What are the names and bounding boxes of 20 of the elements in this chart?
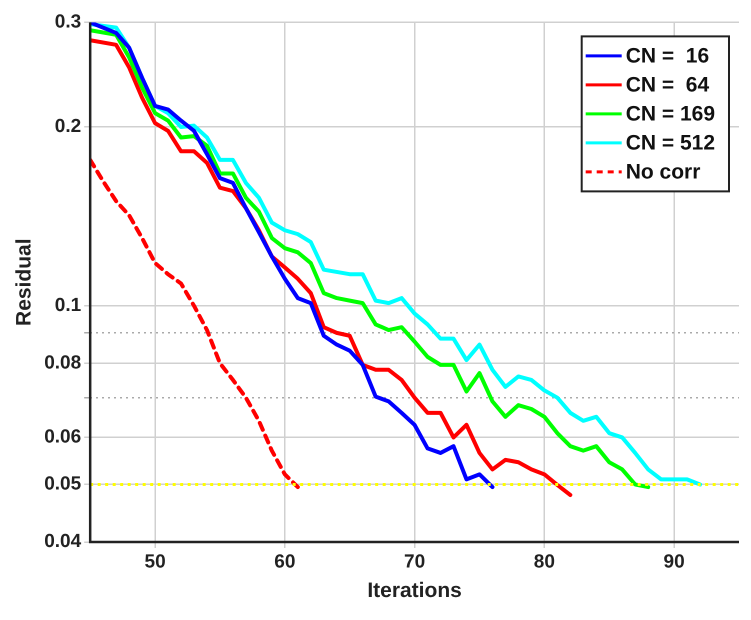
- y-tick-label: 0.1: [54, 294, 82, 316]
- line-series: [90, 158, 300, 490]
- y-tick-label: 0.08: [44, 352, 82, 374]
- y-tick-label: 0.3: [54, 12, 82, 33]
- legend-label: CN = 169: [626, 102, 716, 126]
- legend-label: CN = 16: [626, 44, 710, 68]
- x-tick-label: 70: [404, 552, 426, 573]
- x-tick-label: 60: [274, 552, 296, 573]
- x-tick-label: 50: [144, 552, 166, 573]
- y-axis-title: Residual: [12, 238, 36, 326]
- y-tick-label: 0.04: [44, 531, 82, 552]
- legend-label: CN = 64: [626, 74, 710, 97]
- x-tick-label: 80: [534, 552, 555, 573]
- legend-label: No corr: [626, 160, 700, 184]
- y-tick-label: 0.2: [54, 116, 82, 138]
- x-axis-title: Iterations: [367, 579, 462, 602]
- legend-label: CN = 512: [626, 132, 716, 155]
- x-tick-label: 90: [664, 552, 685, 573]
- y-tick-label: 0.05: [44, 474, 82, 495]
- y-tick-label: 0.06: [44, 426, 82, 448]
